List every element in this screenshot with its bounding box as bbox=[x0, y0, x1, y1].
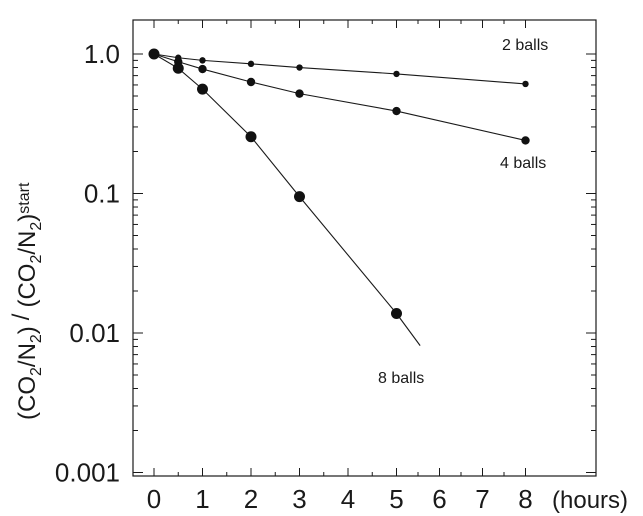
series-labels: 2 balls 4 balls 8 balls bbox=[378, 37, 548, 387]
axis-ticks bbox=[133, 20, 596, 476]
series-line-8-balls-extension bbox=[396, 313, 421, 346]
x-tick-label: 8 bbox=[518, 484, 532, 514]
series-label: 2 balls bbox=[502, 37, 548, 54]
x-tick-label: 0 bbox=[147, 484, 161, 514]
x-tick-label: 1 bbox=[195, 484, 209, 514]
data-point bbox=[246, 77, 256, 87]
y-tick-label: 1.0 bbox=[84, 39, 120, 69]
series-line-4-balls bbox=[153, 53, 526, 141]
data-point bbox=[521, 136, 530, 145]
x-tick-label: 2 bbox=[244, 484, 258, 514]
y-axis-label: (CO2/N2)/(CO2/N2)start bbox=[8, 182, 45, 420]
x-tick-label: 4 bbox=[341, 484, 355, 514]
data-point bbox=[148, 48, 160, 60]
data-points bbox=[148, 48, 530, 319]
data-point bbox=[522, 80, 529, 88]
data-point bbox=[247, 60, 255, 68]
y-tick-labels: 1.0 0.1 0.01 0.001 bbox=[55, 39, 120, 488]
x-tick-label: 7 bbox=[475, 484, 489, 514]
y-tick-label: 0.1 bbox=[84, 179, 120, 209]
data-point bbox=[198, 64, 207, 74]
data-point bbox=[199, 57, 206, 64]
data-point bbox=[393, 70, 400, 78]
data-point bbox=[172, 62, 184, 74]
data-point bbox=[197, 83, 208, 95]
data-point bbox=[392, 106, 401, 116]
series-line-8-balls bbox=[153, 53, 397, 314]
y-tick-label: 0.01 bbox=[69, 318, 120, 348]
plot-frame bbox=[132, 19, 597, 477]
data-point bbox=[391, 307, 402, 319]
x-tick-label: 3 bbox=[292, 484, 306, 514]
data-point bbox=[294, 191, 305, 203]
data-point bbox=[296, 64, 303, 71]
x-tick-label: 5 bbox=[389, 484, 403, 514]
series-label: 8 balls bbox=[378, 370, 424, 387]
series-lines bbox=[153, 53, 526, 346]
data-point bbox=[245, 131, 257, 143]
series-label: 4 balls bbox=[500, 155, 546, 172]
data-point bbox=[295, 89, 304, 98]
series-line-2-balls bbox=[153, 53, 526, 85]
y-tick-label: 0.001 bbox=[55, 458, 120, 488]
x-tick-label: 6 bbox=[432, 484, 446, 514]
x-axis-label: (hours) bbox=[552, 487, 628, 514]
